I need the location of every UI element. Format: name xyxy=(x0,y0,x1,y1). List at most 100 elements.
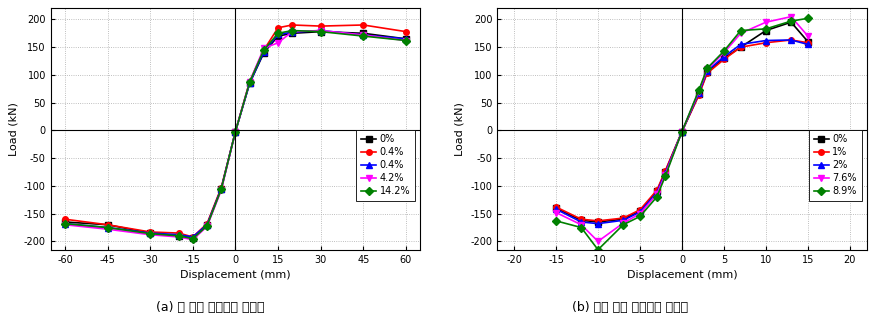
0% xyxy=(592,220,603,224)
0% xyxy=(287,31,298,35)
0% xyxy=(60,220,70,224)
0% xyxy=(230,130,241,133)
Line: 0%: 0% xyxy=(553,19,810,225)
2% xyxy=(550,207,561,211)
0% xyxy=(316,30,326,34)
0% xyxy=(244,81,255,85)
14.2% xyxy=(173,234,184,238)
0.4% xyxy=(401,30,411,34)
2% xyxy=(694,91,704,95)
7.6% xyxy=(592,240,603,243)
X-axis label: Displacement (mm): Displacement (mm) xyxy=(626,270,738,280)
0% xyxy=(259,51,270,55)
0% xyxy=(173,234,184,238)
0.4% xyxy=(216,186,227,190)
14.2% xyxy=(273,31,284,35)
14.2% xyxy=(202,224,213,228)
Line: 0.4%: 0.4% xyxy=(62,28,409,240)
0% xyxy=(401,37,411,41)
0.4% xyxy=(230,130,241,133)
14.2% xyxy=(145,232,156,236)
2% xyxy=(702,69,712,73)
0% xyxy=(358,31,368,35)
7.6% xyxy=(786,15,796,19)
8.9% xyxy=(676,130,687,133)
4.2% xyxy=(287,30,298,34)
14.2% xyxy=(230,130,241,133)
2% xyxy=(676,130,687,133)
0.4% xyxy=(60,217,70,221)
0.4% xyxy=(401,37,411,41)
4.2% xyxy=(202,224,213,228)
Line: 4.2%: 4.2% xyxy=(62,28,409,243)
4.2% xyxy=(358,33,368,37)
2% xyxy=(592,222,603,225)
0% xyxy=(718,56,729,60)
0.4% xyxy=(173,233,184,236)
1% xyxy=(618,216,628,220)
0% xyxy=(760,29,771,32)
4.2% xyxy=(60,223,70,227)
14.2% xyxy=(60,222,70,225)
4.2% xyxy=(187,238,198,242)
0.4% xyxy=(216,187,227,191)
0% xyxy=(634,209,645,213)
7.6% xyxy=(760,20,771,24)
2% xyxy=(736,42,746,46)
0% xyxy=(273,34,284,38)
1% xyxy=(634,208,645,212)
14.2% xyxy=(259,48,270,52)
14.2% xyxy=(287,29,298,32)
4.2% xyxy=(145,233,156,236)
Y-axis label: Load (kN): Load (kN) xyxy=(9,102,18,156)
0.4% xyxy=(273,33,284,36)
4.2% xyxy=(230,130,241,133)
1% xyxy=(592,219,603,223)
0.4% xyxy=(145,231,156,235)
8.9% xyxy=(694,88,704,92)
14.2% xyxy=(216,187,227,191)
1% xyxy=(550,205,561,209)
Line: 1%: 1% xyxy=(553,37,810,223)
X-axis label: Displacement (mm): Displacement (mm) xyxy=(180,270,290,280)
1% xyxy=(786,38,796,42)
7.6% xyxy=(550,210,561,214)
7.6% xyxy=(676,130,687,133)
8.9% xyxy=(760,27,771,31)
0% xyxy=(652,190,662,193)
0% xyxy=(550,206,561,210)
4.2% xyxy=(173,235,184,239)
7.6% xyxy=(634,212,645,216)
8.9% xyxy=(786,19,796,23)
1% xyxy=(660,169,670,173)
0.4% xyxy=(145,230,156,234)
Line: 8.9%: 8.9% xyxy=(553,16,810,253)
0.4% xyxy=(102,223,113,227)
0.4% xyxy=(259,48,270,52)
0.4% xyxy=(202,223,213,227)
14.2% xyxy=(316,30,326,34)
7.6% xyxy=(736,31,746,35)
0.4% xyxy=(358,23,368,27)
1% xyxy=(576,217,586,221)
Legend: 0%, 0.4%, 0.4%, 4.2%, 14.2%: 0%, 0.4%, 0.4%, 4.2%, 14.2% xyxy=(356,130,416,201)
7.6% xyxy=(718,51,729,55)
2% xyxy=(718,55,729,59)
8.9% xyxy=(652,195,662,199)
7.6% xyxy=(576,223,586,227)
0% xyxy=(102,223,113,227)
8.9% xyxy=(702,66,712,70)
7.6% xyxy=(694,90,704,94)
14.2% xyxy=(187,237,198,241)
2% xyxy=(786,38,796,42)
1% xyxy=(718,57,729,61)
4.2% xyxy=(244,80,255,83)
2% xyxy=(802,42,813,46)
4.2% xyxy=(273,41,284,45)
1% xyxy=(676,130,687,133)
7.6% xyxy=(660,173,670,177)
Y-axis label: Load (kN): Load (kN) xyxy=(455,102,465,156)
8.9% xyxy=(718,49,729,53)
14.2% xyxy=(244,80,255,84)
4.2% xyxy=(259,46,270,50)
